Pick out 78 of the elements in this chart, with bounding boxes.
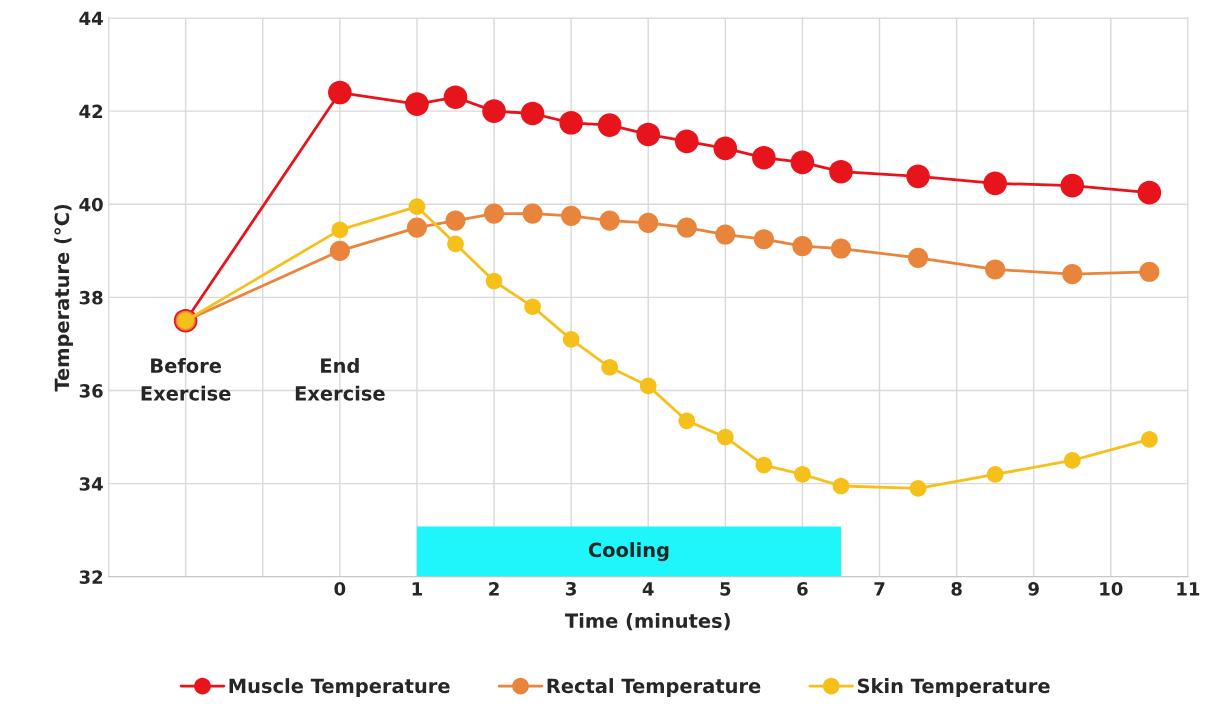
y-tick-label: 38 bbox=[79, 290, 103, 305]
point bbox=[639, 377, 657, 395]
point bbox=[522, 203, 543, 224]
point bbox=[443, 85, 468, 109]
y-axis-title: Temperature (°C) bbox=[54, 204, 73, 392]
x-tick-label: 7 bbox=[874, 582, 885, 596]
point bbox=[986, 466, 1004, 483]
x-tick-label: 11 bbox=[1177, 582, 1200, 596]
point bbox=[482, 99, 506, 123]
point bbox=[1062, 264, 1083, 285]
x-axis-title: Time (minutes) bbox=[565, 613, 730, 631]
point bbox=[520, 101, 545, 126]
point bbox=[790, 150, 815, 175]
point bbox=[562, 330, 580, 348]
point bbox=[753, 229, 774, 250]
x-tick-label: 8 bbox=[951, 581, 962, 596]
y-tick-label: 44 bbox=[79, 11, 103, 25]
point bbox=[830, 238, 852, 259]
point bbox=[752, 145, 776, 170]
y-tick-label: 40 bbox=[79, 197, 103, 212]
point bbox=[909, 479, 927, 497]
point bbox=[755, 456, 773, 474]
point bbox=[906, 164, 930, 189]
annotation: Before Exercise bbox=[141, 357, 231, 401]
x-tick-label: 5 bbox=[720, 582, 731, 596]
point bbox=[676, 217, 697, 238]
point bbox=[524, 298, 541, 316]
point bbox=[908, 247, 929, 268]
point bbox=[1060, 173, 1085, 198]
point bbox=[832, 477, 850, 495]
y-tick-label: 42 bbox=[79, 104, 103, 119]
point bbox=[678, 412, 696, 430]
point bbox=[408, 198, 426, 215]
point bbox=[829, 159, 853, 184]
point bbox=[985, 259, 1006, 280]
point bbox=[405, 92, 429, 116]
point bbox=[599, 210, 620, 231]
x-tick-label: 9 bbox=[1028, 582, 1039, 596]
point bbox=[483, 203, 505, 224]
legend-label: Muscle Temperature bbox=[229, 678, 450, 697]
point bbox=[983, 171, 1007, 196]
y-tick-label: 34 bbox=[79, 477, 103, 491]
point bbox=[445, 210, 466, 231]
point bbox=[447, 235, 464, 253]
point bbox=[485, 272, 503, 290]
point bbox=[715, 224, 736, 245]
x-tick-label: 3 bbox=[566, 581, 576, 596]
point bbox=[1141, 431, 1158, 448]
point bbox=[559, 110, 583, 135]
y-tick-label: 32 bbox=[79, 570, 103, 584]
x-tick-label: 4 bbox=[642, 582, 654, 596]
x-tick-label: 1 bbox=[412, 582, 422, 596]
point bbox=[674, 129, 699, 154]
x-tick-label: 0 bbox=[334, 581, 346, 596]
x-tick-label: 10 bbox=[1100, 581, 1123, 596]
point bbox=[713, 136, 738, 161]
x-tick-label: 6 bbox=[797, 582, 808, 596]
point bbox=[1137, 180, 1162, 205]
annotation: End Exercise bbox=[295, 357, 385, 401]
x-tick-label: 2 bbox=[489, 581, 499, 596]
point bbox=[329, 240, 350, 261]
point bbox=[597, 113, 622, 137]
point bbox=[636, 122, 661, 147]
point bbox=[1139, 261, 1160, 282]
point bbox=[638, 212, 659, 233]
point bbox=[792, 236, 813, 257]
point bbox=[794, 466, 811, 483]
legend-label: Rectal Temperature bbox=[547, 678, 761, 697]
y-tick-label: 36 bbox=[79, 384, 103, 398]
point bbox=[331, 221, 349, 239]
point bbox=[561, 205, 582, 226]
point bbox=[1063, 452, 1081, 469]
point bbox=[328, 80, 352, 105]
legend-label: Skin Temperature bbox=[857, 678, 1050, 697]
point bbox=[406, 217, 427, 238]
band-label: Cooling bbox=[588, 542, 669, 562]
point bbox=[716, 428, 734, 446]
point bbox=[601, 358, 619, 376]
